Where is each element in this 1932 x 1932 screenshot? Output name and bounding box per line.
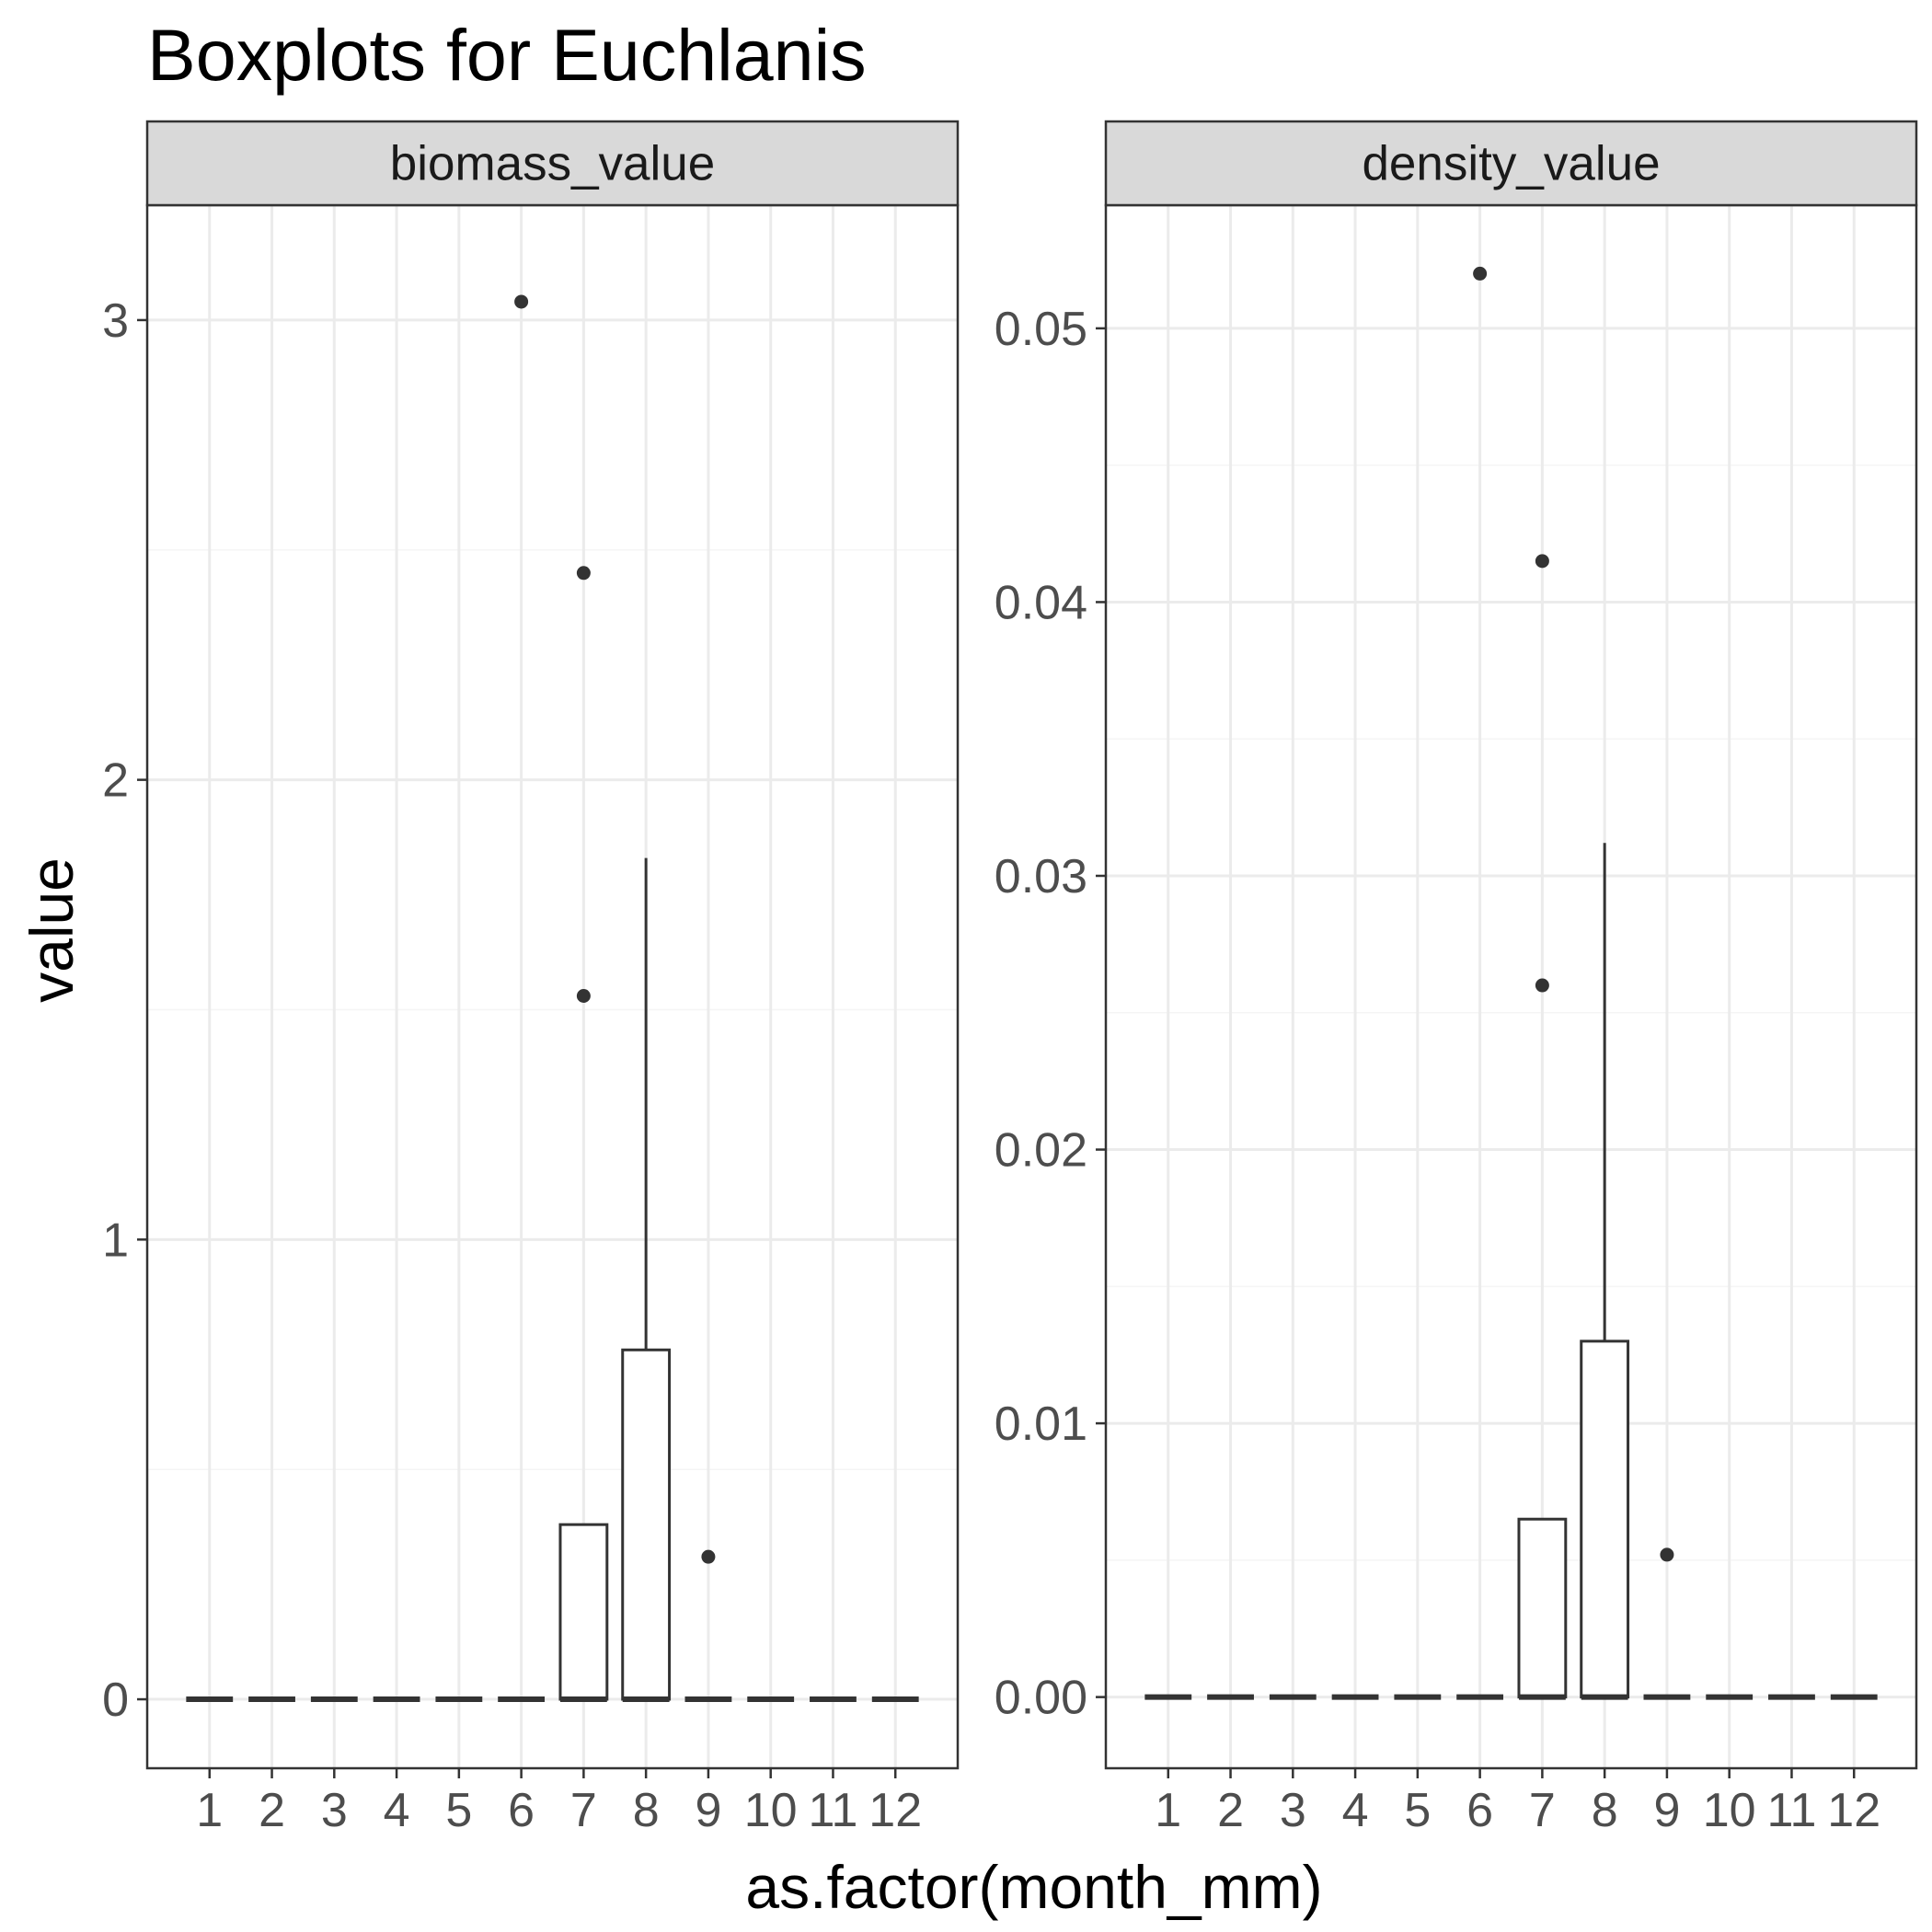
x-tick-label: 12: [868, 1784, 922, 1837]
box-month-6: [498, 294, 546, 1703]
x-tick-label: 2: [259, 1784, 285, 1837]
outlier-point: [701, 1549, 716, 1564]
x-tick-label: 3: [1280, 1784, 1306, 1837]
x-tick-label: 6: [1466, 1784, 1493, 1837]
facet-strip-label: density_value: [1362, 137, 1660, 191]
y-tick-label: 0.05: [995, 303, 1087, 356]
box-month-7: [558, 566, 609, 1703]
outlier-point: [1535, 554, 1549, 569]
outlier-point: [514, 294, 529, 309]
y-tick-label: 0.04: [995, 576, 1087, 629]
box-month-9: [1643, 1547, 1691, 1700]
y-axis-title: value: [17, 857, 86, 1003]
x-tick-label: 11: [808, 1784, 857, 1837]
y-tick-label: 0.00: [995, 1672, 1087, 1725]
panel-background: [1106, 205, 1916, 1768]
x-tick-label: 4: [1342, 1784, 1369, 1837]
panel-background: [147, 205, 958, 1768]
x-tick-label: 8: [1592, 1784, 1618, 1837]
outlier-point: [1660, 1547, 1674, 1562]
x-tick-label: 7: [1529, 1784, 1556, 1837]
x-tick-label: 12: [1827, 1784, 1880, 1837]
x-tick-label: 1: [196, 1784, 223, 1837]
x-tick-label: 3: [321, 1784, 348, 1837]
x-tick-label: 4: [384, 1784, 410, 1837]
box-month-8: [621, 857, 672, 1703]
x-tick-label: 6: [508, 1784, 535, 1837]
y-tick-label: 3: [102, 294, 129, 348]
x-tick-label: 2: [1217, 1784, 1244, 1837]
outlier-point: [1473, 266, 1488, 281]
box-month-7: [1517, 554, 1568, 1700]
y-tick-label: 0.03: [995, 850, 1087, 903]
y-tick-label: 1: [102, 1213, 129, 1267]
box-body: [621, 1348, 672, 1701]
y-tick-label: 0: [102, 1673, 129, 1727]
box-month-8: [1580, 843, 1630, 1700]
outlier-point: [576, 988, 591, 1003]
box-month-9: [684, 1549, 732, 1703]
y-tick-label: 0.01: [995, 1397, 1087, 1451]
x-tick-label: 1: [1155, 1784, 1181, 1837]
x-tick-label: 9: [695, 1784, 721, 1837]
x-tick-label: 9: [1653, 1784, 1680, 1837]
box-body: [1580, 1340, 1630, 1699]
x-tick-label: 5: [445, 1784, 472, 1837]
box-body: [1517, 1517, 1568, 1699]
box-body: [558, 1523, 609, 1701]
outlier-point: [576, 566, 591, 581]
x-tick-label: 8: [633, 1784, 660, 1837]
facet-strip: [1104, 120, 1918, 207]
y-tick-label: 0.02: [995, 1124, 1087, 1178]
facet-strip-label: biomass_value: [390, 137, 716, 191]
box-month-6: [1456, 266, 1504, 1700]
facet-strip: [145, 120, 960, 207]
x-tick-label: 5: [1404, 1784, 1431, 1837]
x-tick-label: 11: [1766, 1784, 1816, 1837]
x-tick-label: 10: [1703, 1784, 1756, 1837]
x-axis-title: as.factor(month_mm): [745, 1853, 1322, 1921]
x-tick-label: 10: [744, 1784, 798, 1837]
outlier-point: [1535, 978, 1549, 993]
y-tick-label: 2: [102, 754, 129, 808]
chart-title: Boxplots for Euchlanis: [147, 14, 867, 96]
x-tick-label: 7: [570, 1784, 597, 1837]
